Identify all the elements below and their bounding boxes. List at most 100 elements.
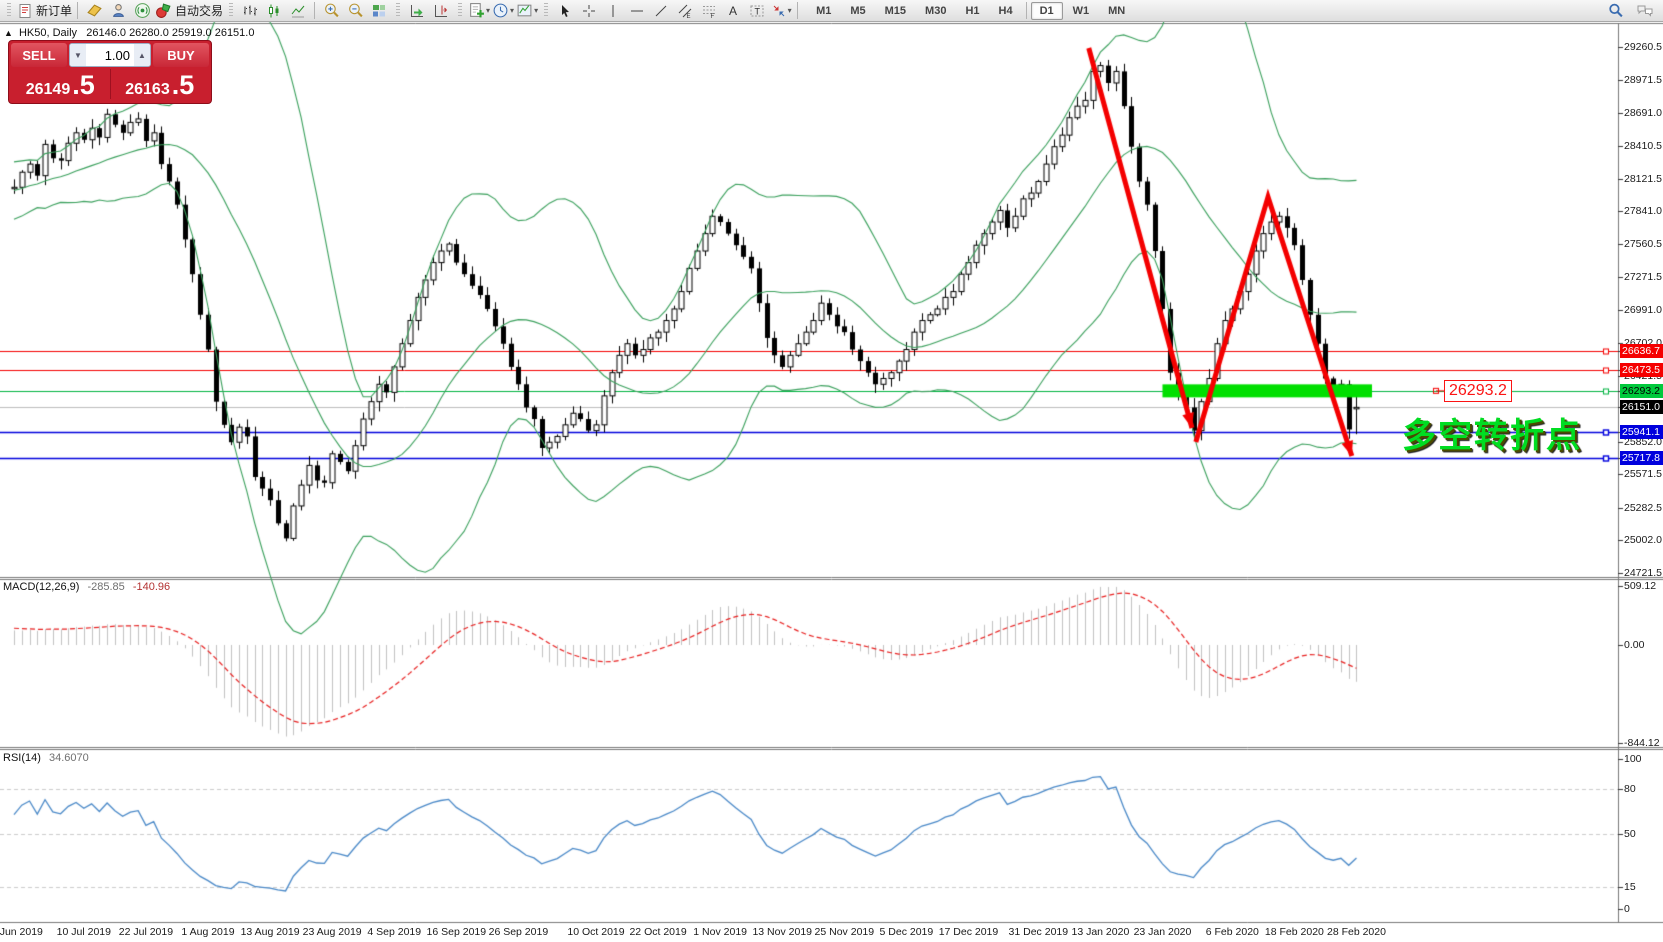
- contacts-button[interactable]: [107, 1, 129, 21]
- date-label: 13 Jan 2020: [1071, 926, 1130, 938]
- tab-timeframe-H4[interactable]: H4: [998, 4, 1013, 17]
- tile-windows-button[interactable]: [368, 1, 390, 21]
- book-icon: [86, 2, 103, 19]
- toolbar-grip[interactable]: [7, 3, 11, 18]
- indicators-button[interactable]: ▾: [468, 1, 490, 21]
- trendline-button[interactable]: [650, 1, 672, 21]
- auto-scroll-button[interactable]: [406, 1, 428, 21]
- price-tag: 26151.0: [1620, 400, 1663, 415]
- candlestick-icon: [266, 3, 282, 19]
- one-click-trading-panel: SELL ▼ ▲ BUY 26149 .5 26163 .5: [8, 40, 212, 104]
- tab-timeframe-M1[interactable]: M1: [816, 4, 832, 17]
- horizontal-line-icon: [629, 3, 645, 19]
- chart-shift-button[interactable]: [430, 1, 452, 21]
- price-tick: 26991.0: [1624, 304, 1662, 316]
- periods-button[interactable]: ▾: [492, 1, 514, 21]
- rsi-indicator-label: RSI(14) 34.6070: [3, 752, 89, 764]
- vertical-line-button[interactable]: [602, 1, 624, 21]
- zoom-in-button[interactable]: [320, 1, 342, 21]
- toolbar-separator: [77, 2, 79, 19]
- text-label-icon: T: [749, 3, 765, 19]
- search-button[interactable]: [1604, 1, 1626, 21]
- price-divider: [109, 69, 111, 99]
- tab-timeframe-MN[interactable]: MN: [1108, 4, 1126, 17]
- fibonacci-button[interactable]: F: [698, 1, 720, 21]
- tile-windows-icon: [371, 3, 387, 19]
- tab-timeframe-M5[interactable]: M5: [850, 4, 866, 17]
- tab-timeframe-H1[interactable]: H1: [965, 4, 980, 17]
- volume-input[interactable]: [86, 47, 134, 63]
- tab-timeframe-W1[interactable]: W1: [1072, 4, 1090, 17]
- toolbar-grip[interactable]: [544, 3, 549, 18]
- rsi-name: RSI(14): [3, 752, 41, 764]
- date-label: 22 Jul 2019: [118, 926, 174, 938]
- buy-price[interactable]: 26163 .5: [111, 72, 210, 101]
- price-tag: 26293.2: [1620, 383, 1663, 398]
- template-icon: [516, 2, 533, 19]
- buy-button[interactable]: BUY: [153, 43, 209, 67]
- text-button[interactable]: A: [722, 1, 744, 21]
- sell-button[interactable]: SELL: [11, 43, 67, 67]
- horizontal-line-button[interactable]: [626, 1, 648, 21]
- price-level-callout[interactable]: 26293.2: [1444, 380, 1512, 402]
- toolbar-grip[interactable]: [396, 3, 401, 18]
- bar-chart-button[interactable]: [239, 1, 261, 21]
- toolbar-grip[interactable]: [458, 3, 463, 18]
- price-tag: 25717.8: [1620, 450, 1663, 465]
- toolbar-grip[interactable]: [229, 3, 234, 18]
- templates-button[interactable]: ▾: [516, 1, 538, 21]
- chart-header: ▲ HK50, Daily 26146.0 26280.0 25919.0 26…: [4, 27, 254, 39]
- new-order-button[interactable]: 新订单: [17, 1, 72, 21]
- line-chart-button[interactable]: [287, 1, 309, 21]
- arrows-button[interactable]: ▾: [770, 1, 792, 21]
- price-tick: 28121.5: [1624, 172, 1662, 185]
- price-tick: 25282.5: [1624, 501, 1662, 514]
- rsi-tick: 80: [1624, 783, 1636, 795]
- macd-value: -285.85: [87, 581, 125, 593]
- zoom-out-button[interactable]: [344, 1, 366, 21]
- date-label: 18 Feb 2020: [1264, 926, 1324, 938]
- clock-icon: [492, 2, 509, 19]
- date-label: 5 Dec 2019: [879, 926, 934, 938]
- main-toolbar: 新订单 自动交易 ▾ ▾ ▾ E F A T ▾ M1 M5 M15 M30 H1 H4 D…: [0, 0, 1663, 22]
- search-icon: [1607, 2, 1624, 19]
- vertical-line-icon: [605, 3, 621, 19]
- date-label: 10 Oct 2019: [567, 926, 625, 938]
- price-tick: 27560.5: [1624, 238, 1662, 250]
- price-tag: 25941.1: [1620, 424, 1663, 439]
- chat-button[interactable]: [1634, 1, 1656, 21]
- price-tick: 25571.5: [1624, 468, 1662, 481]
- candlestick-button[interactable]: [263, 1, 285, 21]
- expand-triangle-icon[interactable]: ▲: [4, 28, 13, 38]
- tab-timeframe-M15[interactable]: M15: [884, 4, 907, 17]
- chevron-down-icon: ▾: [486, 6, 491, 15]
- chevron-down-icon: ▾: [534, 6, 539, 15]
- equidistant-channel-button[interactable]: E: [674, 1, 696, 21]
- sell-price-main: 26149: [25, 81, 71, 98]
- date-label: 26 Sep 2019: [488, 926, 549, 938]
- date-label: 25 Nov 2019: [814, 926, 875, 938]
- sell-price[interactable]: 26149 .5: [11, 72, 110, 101]
- text-icon: A: [725, 3, 741, 19]
- signal-button[interactable]: [131, 1, 153, 21]
- cursor-button[interactable]: [554, 1, 576, 21]
- date-label: 23 Jan 2020: [1133, 926, 1192, 938]
- autotrade-button[interactable]: 自动交易: [155, 1, 223, 21]
- market-watch-button[interactable]: [83, 1, 105, 21]
- volume-decrease-button[interactable]: ▼: [70, 44, 86, 66]
- date-label: 4 Sep 2019: [367, 926, 422, 938]
- volume-increase-button[interactable]: ▲: [134, 44, 150, 66]
- chevron-down-icon: ▾: [787, 6, 792, 15]
- signal-icon: [134, 2, 151, 19]
- chart-shift-icon: [433, 3, 449, 19]
- symbol-period-label: HK50, Daily: [18, 27, 78, 39]
- turning-point-annotation[interactable]: 多空转折点: [1402, 417, 1582, 455]
- tab-timeframe-M30[interactable]: M30: [925, 4, 947, 17]
- crosshair-button[interactable]: [578, 1, 600, 21]
- sell-label: SELL: [22, 47, 56, 63]
- rsi-value: 34.6070: [48, 752, 89, 764]
- text-label-button[interactable]: T: [746, 1, 768, 21]
- chevron-down-icon: ▾: [510, 6, 515, 15]
- tab-timeframe-D1[interactable]: D1: [1030, 1, 1063, 20]
